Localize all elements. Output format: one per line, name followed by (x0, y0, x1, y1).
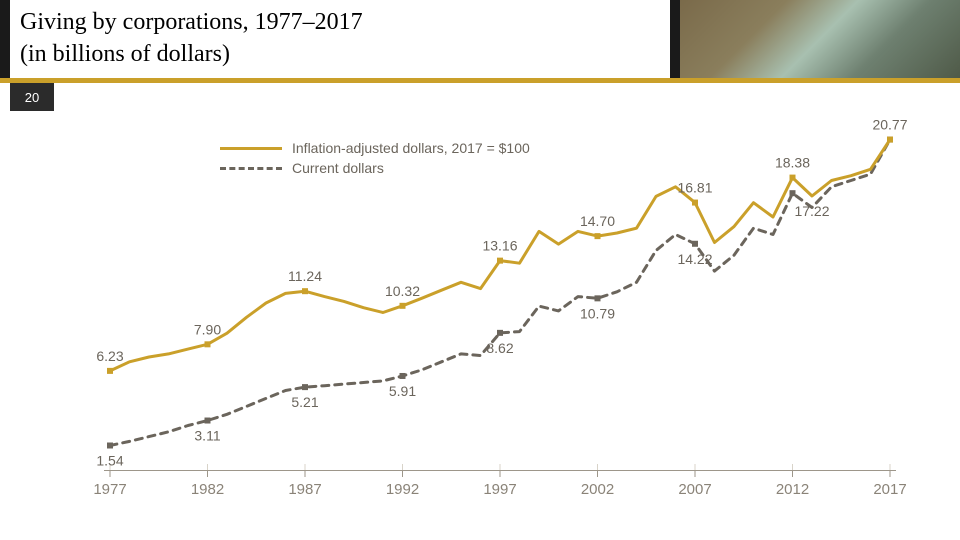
svg-text:14.70: 14.70 (580, 213, 615, 229)
svg-text:2007: 2007 (678, 481, 711, 498)
svg-text:1977: 1977 (93, 481, 126, 498)
title-line-1: Giving by corporations, 1977–2017 (20, 6, 660, 38)
svg-text:6.23: 6.23 (96, 348, 123, 364)
legend-label-current: Current dollars (292, 160, 384, 176)
svg-text:1992: 1992 (386, 481, 419, 498)
legend-swatch-current (220, 167, 282, 170)
legend-item-adjusted: Inflation-adjusted dollars, 2017 = $100 (220, 140, 530, 156)
svg-text:1.54: 1.54 (96, 453, 123, 469)
header-title-block: Giving by corporations, 1977–2017 (in bi… (10, 0, 670, 78)
svg-text:18.38: 18.38 (775, 155, 810, 171)
svg-text:7.90: 7.90 (194, 321, 221, 337)
svg-text:10.32: 10.32 (385, 283, 420, 299)
page-number-tab: 20 (10, 83, 54, 111)
svg-text:11.24: 11.24 (288, 268, 322, 284)
svg-text:14.22: 14.22 (677, 251, 712, 267)
legend-label-adjusted: Inflation-adjusted dollars, 2017 = $100 (292, 140, 530, 156)
svg-text:1982: 1982 (191, 481, 224, 498)
svg-text:1987: 1987 (288, 481, 321, 498)
gold-rule (0, 78, 960, 83)
svg-text:2002: 2002 (581, 481, 614, 498)
svg-text:3.11: 3.11 (194, 428, 220, 444)
svg-text:5.21: 5.21 (291, 394, 318, 410)
svg-text:2017: 2017 (873, 481, 906, 498)
svg-text:13.16: 13.16 (482, 238, 517, 254)
svg-text:5.91: 5.91 (389, 383, 416, 399)
svg-text:2012: 2012 (776, 481, 809, 498)
legend: Inflation-adjusted dollars, 2017 = $100 … (220, 140, 530, 180)
svg-text:20.77: 20.77 (872, 117, 907, 133)
title-line-2: (in billions of dollars) (20, 38, 660, 70)
svg-text:8.62: 8.62 (486, 340, 513, 356)
svg-text:1997: 1997 (483, 481, 516, 498)
legend-item-current: Current dollars (220, 160, 530, 176)
svg-text:17.22: 17.22 (794, 203, 829, 219)
svg-text:16.81: 16.81 (677, 180, 712, 196)
legend-swatch-adjusted (220, 147, 282, 150)
svg-text:10.79: 10.79 (580, 305, 615, 321)
chart: 1977 1982 1987 1992 1997 2002 2007 2012 2017 1.54… (90, 100, 910, 520)
header-photo (680, 0, 960, 78)
